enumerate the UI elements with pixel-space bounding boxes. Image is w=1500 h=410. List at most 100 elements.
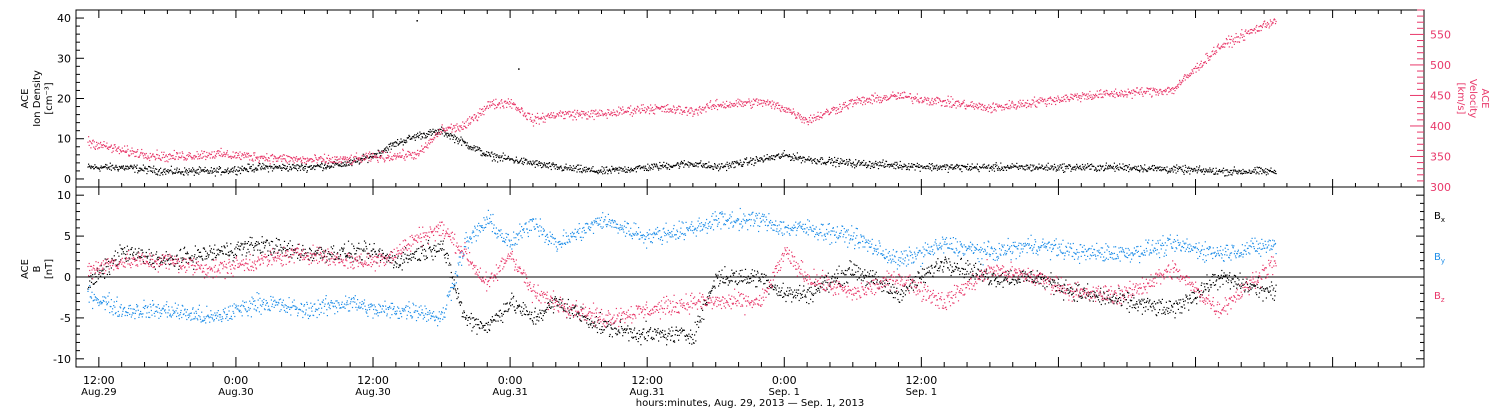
data-point-velocity bbox=[414, 151, 416, 154]
data-point-bx bbox=[124, 247, 126, 249]
data-point-density bbox=[89, 165, 91, 167]
data-point-bx bbox=[147, 255, 149, 257]
data-point-velocity bbox=[744, 101, 746, 103]
data-point-density bbox=[529, 160, 531, 162]
data-point-bx bbox=[354, 253, 356, 255]
data-point-density bbox=[798, 157, 800, 160]
data-point-density bbox=[814, 160, 816, 162]
data-point-velocity bbox=[780, 107, 782, 109]
data-point-bx bbox=[103, 268, 105, 270]
data-point-density bbox=[162, 170, 164, 172]
data-point-bx bbox=[408, 254, 410, 257]
data-point-density bbox=[1255, 173, 1257, 175]
data-point-density bbox=[1123, 169, 1125, 171]
data-point-bx bbox=[442, 240, 444, 242]
data-point-density bbox=[899, 160, 901, 163]
data-point-velocity bbox=[649, 110, 651, 112]
data-point-density bbox=[1171, 167, 1173, 169]
data-point-velocity bbox=[718, 105, 720, 107]
data-point-bx bbox=[403, 261, 406, 263]
data-point-density bbox=[498, 157, 500, 159]
data-point-density bbox=[655, 163, 657, 165]
data-point-velocity bbox=[865, 100, 867, 102]
data-point-density bbox=[501, 155, 503, 157]
data-point-bx bbox=[291, 245, 294, 247]
data-point-velocity bbox=[413, 157, 415, 159]
data-point-velocity bbox=[341, 162, 343, 164]
data-point-velocity bbox=[659, 108, 661, 110]
data-point-density bbox=[236, 174, 238, 176]
data-point-velocity bbox=[1131, 97, 1133, 99]
data-point-density bbox=[796, 152, 798, 154]
data-point-density bbox=[231, 170, 233, 173]
data-point-velocity bbox=[184, 156, 186, 159]
data-point-density bbox=[728, 167, 730, 169]
data-point-density bbox=[671, 165, 673, 167]
data-point-density bbox=[1078, 168, 1080, 170]
data-point-velocity bbox=[993, 109, 995, 111]
data-point-velocity bbox=[319, 158, 321, 160]
data-point-density bbox=[703, 166, 705, 168]
data-point-velocity bbox=[282, 158, 284, 160]
data-point-density bbox=[607, 173, 609, 175]
data-point-velocity bbox=[296, 160, 298, 163]
data-point-velocity bbox=[225, 153, 227, 155]
data-point-density bbox=[874, 162, 876, 164]
data-point-velocity bbox=[1003, 106, 1005, 108]
data-point-density bbox=[249, 166, 251, 168]
data-point-velocity bbox=[1072, 97, 1074, 100]
data-point-density bbox=[448, 133, 450, 135]
data-point-density bbox=[866, 167, 868, 169]
data-point-velocity bbox=[539, 117, 541, 119]
data-point-velocity bbox=[842, 104, 844, 106]
data-point-velocity bbox=[1199, 64, 1201, 66]
data-point-velocity bbox=[1021, 105, 1023, 108]
data-point-density bbox=[101, 167, 103, 169]
data-point-bx bbox=[130, 248, 132, 250]
data-point-velocity bbox=[92, 140, 94, 142]
data-point-density bbox=[855, 159, 857, 161]
data-point-density bbox=[479, 148, 481, 150]
data-point-velocity bbox=[134, 155, 136, 158]
data-point-velocity bbox=[199, 155, 201, 157]
data-point-density bbox=[488, 152, 490, 154]
data-point-density bbox=[390, 142, 392, 144]
data-point-bx bbox=[311, 254, 313, 256]
data-point-velocity bbox=[311, 161, 313, 163]
data-point-velocity bbox=[1088, 98, 1090, 100]
data-point-density bbox=[397, 139, 399, 141]
data-point-bx bbox=[229, 254, 231, 256]
data-point-velocity bbox=[96, 141, 98, 143]
data-point-velocity bbox=[919, 101, 921, 103]
data-point-velocity bbox=[1258, 26, 1260, 28]
data-point-velocity bbox=[690, 112, 692, 114]
data-point-velocity bbox=[1191, 73, 1193, 75]
data-point-density bbox=[838, 165, 840, 167]
data-point-velocity bbox=[671, 108, 673, 110]
data-point-velocity bbox=[265, 158, 267, 160]
data-point-velocity bbox=[794, 113, 796, 115]
data-point-bx bbox=[402, 252, 404, 254]
data-point-velocity bbox=[144, 154, 146, 156]
data-point-density bbox=[182, 173, 184, 176]
data-point-density bbox=[1052, 166, 1054, 168]
data-point-bx bbox=[397, 257, 399, 259]
data-point-velocity bbox=[1031, 99, 1033, 101]
data-point-velocity bbox=[1273, 19, 1275, 21]
data-point-density bbox=[250, 165, 252, 168]
data-point-density bbox=[660, 165, 663, 167]
data-point-density bbox=[881, 161, 884, 163]
data-point-density bbox=[624, 171, 627, 173]
data-point-bx bbox=[432, 259, 434, 261]
data-point-velocity bbox=[1223, 42, 1225, 44]
data-point-density bbox=[1047, 162, 1049, 164]
data-point-density bbox=[211, 170, 214, 172]
data-point-bx bbox=[174, 265, 176, 267]
data-point-velocity bbox=[202, 156, 204, 158]
data-point-density bbox=[1109, 164, 1111, 166]
data-point-velocity bbox=[191, 158, 193, 160]
data-point-density bbox=[1201, 170, 1203, 173]
data-point-velocity bbox=[315, 157, 317, 159]
data-point-density bbox=[435, 130, 437, 132]
data-point-velocity bbox=[554, 115, 556, 117]
